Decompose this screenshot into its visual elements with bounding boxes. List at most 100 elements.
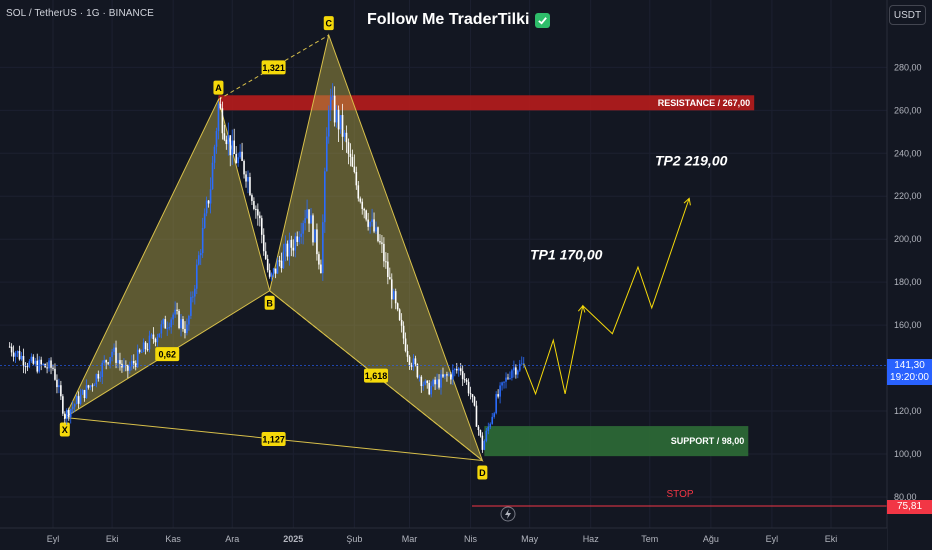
candle [22,348,25,374]
candle [60,380,62,400]
candle [515,364,517,379]
price-axis[interactable] [887,0,932,550]
candle [343,130,346,142]
candle [154,337,157,347]
candle [101,360,104,385]
candle [227,122,230,156]
pattern-point-label: D [477,465,488,480]
currency-button[interactable]: USDT [889,5,926,25]
candle [389,267,391,280]
y-tick-label: 180,00 [894,277,922,287]
candle [64,411,66,424]
candle [455,362,458,374]
candle [375,221,377,235]
ratio-label: 0,62 [155,347,180,362]
candle [491,412,494,425]
candle [280,252,283,273]
xab-triangle [63,98,271,419]
candle [129,361,131,374]
pattern-point-label: X [59,422,70,437]
candle [160,320,163,339]
candle [495,391,497,415]
candle [186,318,188,336]
candle [507,373,509,380]
candle [14,350,17,363]
grid [0,0,887,528]
candle [298,231,301,245]
candle [432,378,434,388]
candle [369,221,371,234]
candle [284,235,287,262]
candle [233,128,236,155]
candle [452,364,454,385]
candle [359,196,362,204]
x-tick-label: Şub [346,534,362,544]
svg-text:D: D [479,468,486,478]
harmonic-pattern: X A B C D 1,321 0,62 1,618 1,127 [59,16,488,480]
candle [231,129,234,165]
candle [487,422,490,435]
candle [457,366,460,377]
candle [363,207,365,219]
candle [182,316,184,332]
candle [300,222,302,244]
x-tick-label: Ara [225,534,239,544]
candle [54,363,56,381]
candle [422,381,425,391]
candle [136,344,139,368]
candle [459,363,462,376]
candle [475,400,478,427]
candle [266,254,269,273]
candle [394,288,397,310]
stop-label: STOP [666,489,693,500]
candle [245,171,247,188]
candle [73,403,76,412]
candle [365,209,367,222]
candle [264,242,267,261]
candle [404,332,407,353]
candle [306,199,308,220]
candle [71,400,74,414]
candle [402,321,405,345]
time-axis[interactable] [0,528,887,550]
candle [56,374,58,394]
candle [322,214,324,281]
candle [130,355,133,371]
candle [142,338,145,353]
x-tick-label: Eki [106,534,119,544]
candle [493,411,495,419]
lightning-icon[interactable] [500,506,516,522]
candle [255,205,257,219]
candle [127,364,129,379]
candle [150,333,153,339]
candle [12,345,15,362]
x-tick-label: Kas [165,534,181,544]
candle [505,372,507,389]
last-price-tag: 141,30 19:20:00 [887,359,932,385]
svg-text:X: X [62,425,68,435]
candle [262,228,265,256]
candle [113,343,115,356]
candle [162,318,165,328]
candle [310,208,312,224]
candle [164,315,167,329]
candle [371,208,373,227]
candle [379,234,381,245]
candle [465,377,468,385]
candle [333,86,336,127]
zone-rect [484,426,749,457]
candle [225,135,228,150]
candle [192,291,194,303]
candle [420,375,423,393]
candle [390,273,393,309]
candle [28,359,31,369]
svg-text:1,618: 1,618 [365,371,388,381]
candle [67,407,70,421]
candle [304,209,306,231]
x-tick-label: Haz [583,534,600,544]
candle [119,352,121,371]
candle [501,381,503,391]
candle [111,348,113,362]
candle [418,374,421,382]
